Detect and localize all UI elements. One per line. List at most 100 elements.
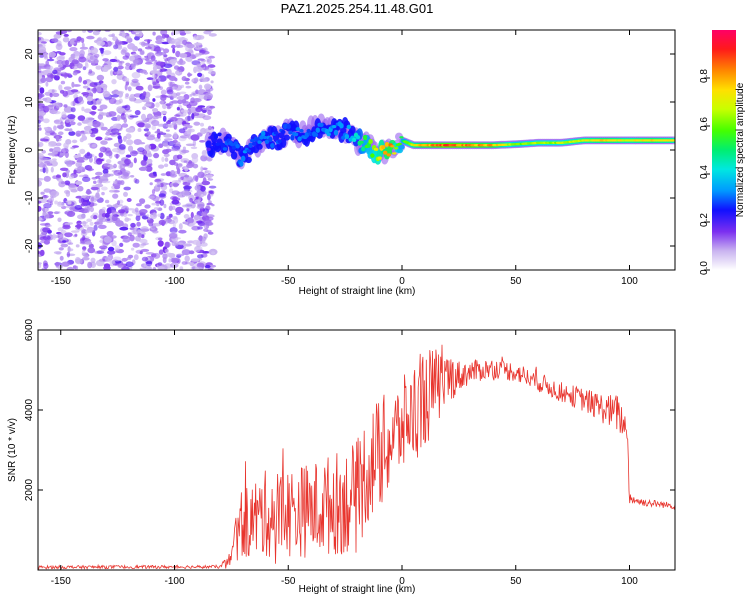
noise-speckle [87,100,94,106]
noise-speckle [162,115,167,122]
noise-speckle [169,159,176,166]
noise-speckle [159,100,164,105]
noise-speckle [58,131,64,136]
noise-speckle [86,188,91,195]
noise-speckle [152,62,156,67]
noise-speckle [152,212,157,218]
noise-speckle [108,97,117,105]
noise-speckle [93,215,98,220]
noise-speckle [208,55,216,59]
noise-speckle [113,169,123,176]
noise-speckle [131,71,141,79]
noise-speckle [139,238,148,244]
noise-speckle [55,261,60,267]
noise-speckle [66,162,73,167]
signal-core [222,147,228,151]
noise-speckle [69,121,76,126]
noise-speckle [79,148,86,155]
noise-speckle [51,89,55,93]
noise-speckle [82,256,90,261]
noise-speckle [38,262,42,265]
noise-speckle [41,70,48,75]
noise-speckle [112,123,122,130]
noise-speckle [123,135,127,142]
noise-speckle [39,137,46,142]
noise-speckle [169,59,178,64]
noise-speckle [55,135,60,142]
signal-core [206,147,211,152]
noise-speckle [104,212,110,218]
noise-speckle [50,166,54,173]
noise-speckle [157,38,165,42]
noise-speckle [124,113,129,118]
noise-speckle [76,36,82,42]
noise-speckle [129,175,135,178]
noise-speckle [47,211,54,215]
noise-speckle [162,257,167,264]
signal-core [215,142,220,147]
noise-speckle [81,133,86,139]
noise-speckle [197,254,204,259]
noise-speckle [110,128,120,134]
noise-speckle [101,186,108,191]
noise-speckle [198,84,203,90]
noise-speckle [166,215,171,219]
noise-speckle [176,106,180,111]
noise-speckle [102,50,112,56]
noise-speckle [149,182,153,186]
noise-speckle [92,30,100,36]
noise-speckle [55,102,62,109]
noise-speckle [60,148,69,154]
y-tick-label: -10 [24,190,35,205]
noise-speckle [137,128,142,132]
x-tick-label: 0 [399,276,405,287]
noise-speckle [106,218,111,222]
noise-speckle [38,180,42,187]
noise-speckle [201,211,208,217]
noise-speckle [202,115,212,121]
noise-speckle [160,173,167,176]
noise-speckle [145,97,150,102]
signal-body [230,151,238,160]
noise-speckle [152,252,161,259]
noise-speckle [148,195,155,199]
noise-speckle [123,212,128,218]
spectrogram-x-label: Height of straight line (km) [299,286,416,297]
noise-speckle [193,35,199,40]
noise-speckle [80,195,87,199]
noise-speckle [56,174,61,178]
noise-speckle [194,199,200,204]
noise-speckle [182,221,189,225]
noise-speckle [139,198,146,205]
snr-x-ticks: -150 -100 -50 0 50 100 [51,330,638,587]
noise-speckle [104,199,110,204]
noise-speckle [193,214,201,221]
noise-speckle [195,53,199,57]
noise-speckle [204,92,214,100]
noise-speckle [50,74,54,79]
noise-speckle [38,74,43,80]
y-tick-label: 0 [24,147,35,153]
snr-panel: -150 -100 -50 0 50 100 2000 4000 6000 Height of… [7,318,676,595]
noise-speckle [188,128,195,133]
signal-core [288,130,293,135]
noise-speckle [90,186,99,191]
x-tick-label: -150 [51,576,71,587]
noise-speckle [168,76,177,81]
noise-speckle [79,46,89,50]
noise-speckle [186,104,192,109]
noise-speckle [143,103,152,107]
noise-speckle [69,39,75,45]
noise-speckle [90,257,96,263]
noise-speckle [136,221,141,227]
noise-speckle [120,49,127,55]
noise-speckle [149,134,155,137]
noise-speckle [55,31,63,35]
noise-speckle [59,167,69,171]
noise-speckle [47,104,54,111]
noise-speckle [95,175,102,179]
noise-speckle [62,240,67,243]
noise-speckle [133,30,143,33]
noise-speckle [184,255,190,262]
colorbar: 0.0 0.2 0.4 0.6 0.8 Normalized spectral ampl… [699,30,746,275]
